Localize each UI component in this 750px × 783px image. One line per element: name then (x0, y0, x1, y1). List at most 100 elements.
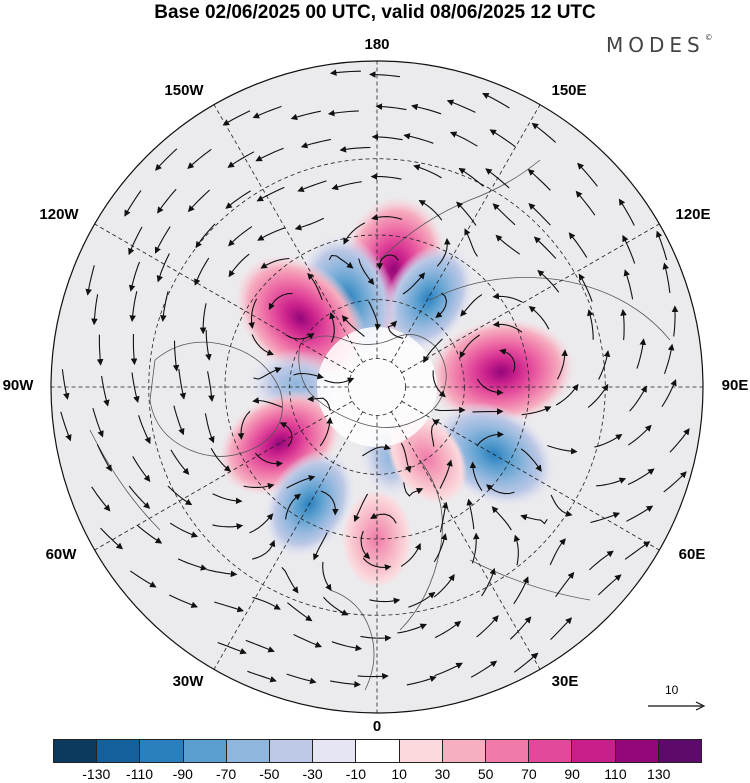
wind-vector (138, 415, 151, 445)
wind-vector (195, 223, 216, 249)
colorbar-swatch (486, 740, 530, 762)
lon-label-150W: 150W (164, 82, 204, 99)
wind-vector (307, 395, 331, 411)
wind-vector (307, 272, 323, 300)
wind-vector (403, 133, 434, 144)
colorbar-swatch (270, 740, 314, 762)
wind-vector (323, 596, 349, 616)
wind-vector (466, 498, 475, 530)
siberia-coast (429, 277, 671, 341)
wind-vector (587, 383, 609, 408)
wind-vector (411, 103, 442, 115)
wind-vector (329, 69, 361, 76)
wind-vector (160, 291, 169, 322)
wind-vector (486, 484, 515, 495)
wind-vector (167, 485, 193, 506)
wind-vector (154, 226, 171, 254)
wind-vector (285, 332, 315, 340)
wind-vector (268, 292, 293, 311)
wind-vector (128, 485, 151, 509)
vector-scale-arrow (648, 701, 706, 711)
wind-vector (225, 190, 251, 209)
wind-vector (287, 602, 313, 622)
colorbar-tick-label: -50 (259, 766, 280, 782)
wind-vector (476, 615, 499, 638)
colorbar-swatch (313, 740, 357, 762)
wind-vector (248, 298, 258, 329)
wind-vector (568, 232, 588, 258)
wind-vector (156, 253, 170, 283)
wind-vector (471, 532, 480, 564)
wind-vector (243, 483, 275, 490)
colorbar-labels: -130 -110 -90 -70 -50 -30 -10 10 30 50 70 90 110 130 (0, 766, 750, 783)
wind-vector (550, 617, 573, 640)
wind-vector (228, 253, 250, 278)
anomaly-fields (218, 195, 576, 589)
wind-vector (343, 222, 366, 245)
wind-vector (254, 452, 284, 468)
wind-vector (491, 506, 512, 531)
wind-vector (61, 369, 70, 400)
wind-vector (470, 660, 498, 678)
wind-vector (60, 411, 72, 442)
colorbar-swatch (529, 740, 573, 762)
bering-coast (379, 159, 541, 261)
wind-vector (207, 371, 215, 402)
colorbar-tick-label: 90 (564, 766, 580, 782)
colorbar-tick-label: -90 (172, 766, 193, 782)
wind-vector (481, 567, 496, 597)
wind-vector (187, 189, 211, 213)
wind-vector (371, 133, 403, 141)
wind-vector (251, 334, 275, 356)
wind-vector (587, 309, 594, 340)
wind-vector (362, 443, 391, 457)
wind-vector (252, 596, 281, 610)
latitude-circle-40 (224, 234, 530, 540)
wind-vector (91, 486, 111, 512)
wind-vector (252, 539, 276, 560)
wind-vector (446, 99, 476, 113)
wind-vector (627, 468, 655, 486)
wind-vector (618, 198, 635, 226)
wind-vector (285, 493, 302, 520)
wind-vector (194, 257, 210, 286)
wind-vector (260, 257, 290, 269)
meridian--150 (213, 104, 364, 363)
lon-label-30E: 30E (551, 673, 579, 690)
wind-vector (331, 181, 362, 191)
wind-vector (228, 226, 253, 247)
wind-vector (319, 417, 333, 447)
lon-label-120E: 120E (675, 206, 711, 223)
lon-label-60W: 60W (45, 546, 77, 563)
wind-vector (329, 312, 336, 343)
wind-vector (339, 146, 371, 153)
wind-vector (671, 305, 679, 337)
wind-vector (458, 167, 484, 187)
wind-vector (129, 291, 138, 322)
wind-vector (328, 254, 354, 269)
wind-vector (629, 385, 647, 412)
wind-vector (252, 397, 283, 408)
lon-label-30W: 30W (172, 673, 204, 690)
wind-vector (362, 557, 392, 571)
wind-vector (406, 675, 437, 686)
wind-vector (169, 522, 199, 538)
arctic-coast (298, 334, 447, 428)
wind-vector (520, 448, 542, 472)
wind-vector (214, 601, 244, 613)
wind-vector (136, 524, 163, 544)
wind-vector (327, 109, 359, 117)
wind-vector (155, 148, 178, 171)
wind-vector (624, 541, 651, 560)
wind-vector (293, 372, 324, 380)
modes-logo: MODES© (606, 33, 713, 57)
colorbar-swatch (572, 740, 616, 762)
wind-vector (255, 147, 284, 162)
wind-vector (330, 680, 361, 688)
vector-scale-label: 10 (665, 683, 679, 697)
wind-vector (489, 129, 516, 148)
meridian--120 (94, 223, 353, 374)
wind-vector (85, 265, 95, 296)
wind-vector (589, 550, 614, 571)
